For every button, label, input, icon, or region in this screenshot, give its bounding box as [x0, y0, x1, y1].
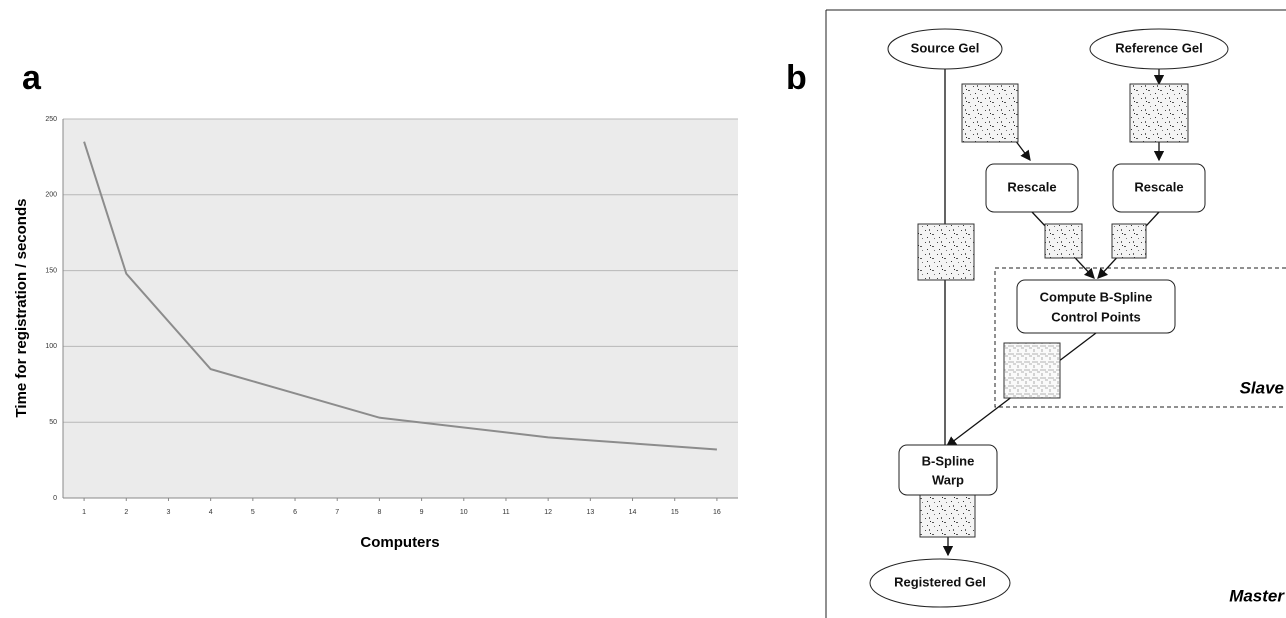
gel-thumbnail	[962, 84, 1018, 142]
x-tick-label: 6	[293, 509, 297, 516]
node-label: Warp	[932, 472, 964, 487]
y-axis-title: Time for registration / seconds	[13, 199, 30, 418]
y-tick-label: 50	[49, 419, 57, 426]
x-axis-title: Computers	[360, 534, 439, 551]
plot-area	[63, 119, 738, 498]
diagram: Source Gel Reference Gel Rescale Rescale…	[826, 10, 1286, 618]
panel-label: b	[786, 59, 807, 97]
y-tick-label: 200	[45, 192, 57, 199]
x-tick-label: 11	[502, 509, 509, 516]
x-tick-label: 10	[460, 509, 468, 516]
gel-thumbnail	[918, 224, 974, 280]
gel-thumbnail	[1130, 84, 1188, 142]
region-label: Slave	[1240, 378, 1284, 397]
x-tick-label: 7	[335, 509, 339, 516]
y-tick-label: 0	[53, 495, 57, 502]
x-tick-label: 2	[124, 509, 128, 516]
x-tick-label: 12	[544, 509, 552, 516]
node-label: Source Gel	[911, 40, 980, 55]
x-tick-label: 1	[82, 509, 86, 516]
x-tick-label: 9	[420, 509, 424, 516]
region-label: Master	[1229, 586, 1285, 605]
x-tick-label: 8	[377, 509, 381, 516]
node-label: B-Spline	[922, 453, 975, 468]
gel-thumbnail	[1045, 224, 1082, 258]
x-tick-label: 15	[671, 509, 679, 516]
node-shape	[1017, 280, 1175, 333]
node-label: Compute B-Spline	[1040, 289, 1153, 304]
x-tick-label: 13	[586, 509, 594, 516]
node-label: Rescale	[1134, 179, 1183, 194]
panel-label: a	[22, 59, 42, 97]
node-label: Reference Gel	[1115, 40, 1202, 55]
y-tick-label: 100	[45, 343, 57, 350]
x-tick-label: 16	[713, 509, 721, 516]
node-label: Control Points	[1051, 309, 1141, 324]
gel-thumbnail	[1112, 224, 1146, 258]
x-tick-label: 3	[167, 509, 171, 516]
control-grid-thumbnail	[1004, 343, 1060, 398]
figure: a b 050100150200250123456789101112131415…	[0, 0, 1286, 618]
node-label: Rescale	[1007, 179, 1056, 194]
y-tick-label: 150	[45, 267, 57, 274]
x-tick-label: 14	[629, 509, 637, 516]
node-label: Registered Gel	[894, 574, 986, 589]
x-tick-label: 5	[251, 509, 255, 516]
y-tick-label: 250	[45, 116, 57, 123]
x-tick-label: 4	[209, 509, 213, 516]
